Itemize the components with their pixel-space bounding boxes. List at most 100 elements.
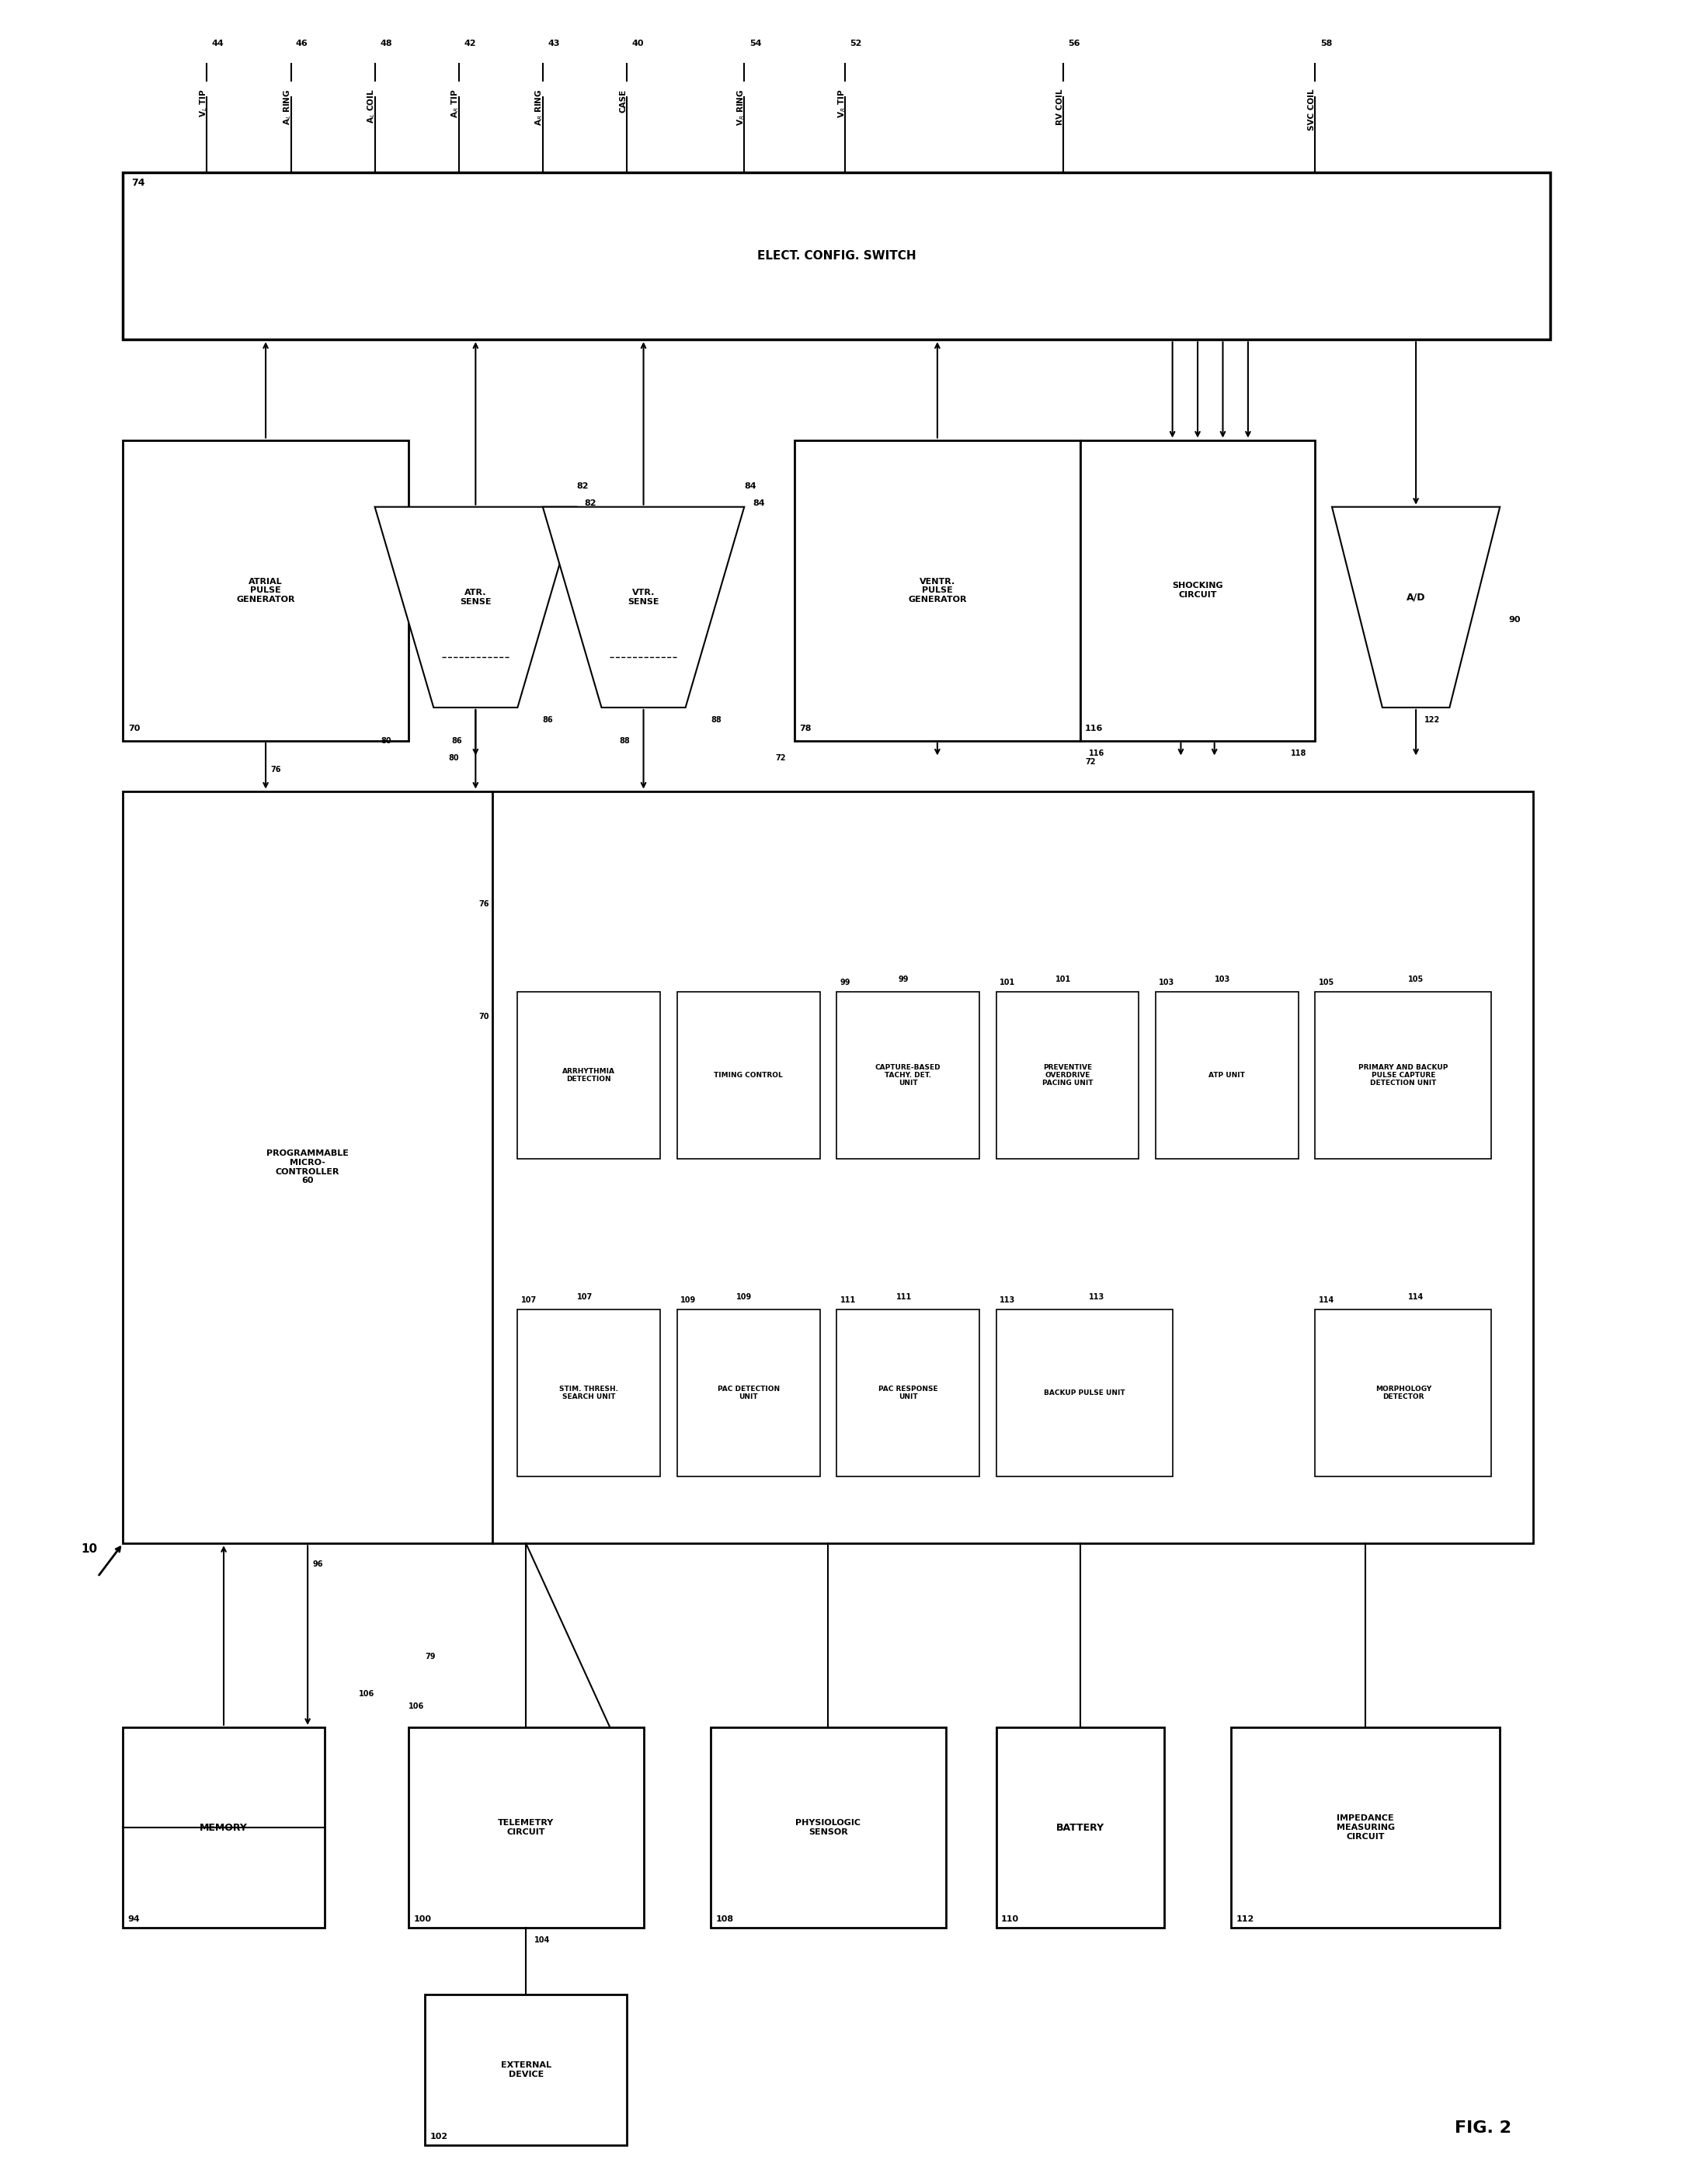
Text: 106: 106	[409, 1704, 424, 1710]
Text: 109: 109	[681, 1297, 696, 1304]
Text: 88: 88	[711, 716, 722, 723]
Text: 76: 76	[478, 900, 488, 909]
Text: 118: 118	[1291, 749, 1306, 758]
Text: MORPHOLOGY
DETECTOR: MORPHOLOGY DETECTOR	[1376, 1385, 1431, 1400]
Text: 76: 76	[270, 767, 281, 773]
FancyBboxPatch shape	[123, 439, 409, 740]
Text: 110: 110	[1000, 1915, 1019, 1922]
Text: 79: 79	[426, 1653, 436, 1660]
Text: 113: 113	[1088, 1293, 1105, 1302]
FancyBboxPatch shape	[517, 992, 661, 1160]
Text: IMPEDANCE
MEASURING
CIRCUIT: IMPEDANCE MEASURING CIRCUIT	[1337, 1815, 1394, 1841]
FancyBboxPatch shape	[678, 1310, 820, 1476]
Text: PHYSIOLOGIC
SENSOR: PHYSIOLOGIC SENSOR	[796, 1819, 860, 1837]
Text: 106: 106	[358, 1690, 375, 1697]
Text: 96: 96	[313, 1559, 323, 1568]
Text: 86: 86	[451, 736, 461, 745]
Text: TIMING CONTROL: TIMING CONTROL	[713, 1072, 782, 1079]
Text: 78: 78	[799, 725, 811, 732]
Text: 42: 42	[463, 39, 477, 48]
FancyBboxPatch shape	[426, 1994, 627, 2145]
Text: 40: 40	[632, 39, 644, 48]
Text: 82: 82	[585, 500, 597, 507]
Text: 99: 99	[840, 978, 850, 987]
Text: 113: 113	[999, 1297, 1016, 1304]
Text: ATP UNIT: ATP UNIT	[1208, 1072, 1246, 1079]
Text: 10: 10	[81, 1544, 98, 1555]
Text: FIG. 2: FIG. 2	[1455, 2121, 1511, 2136]
Text: STIM. THRESH.
SEARCH UNIT: STIM. THRESH. SEARCH UNIT	[559, 1385, 619, 1400]
Text: ARRHYTHMIA
DETECTION: ARRHYTHMIA DETECTION	[563, 1068, 615, 1083]
Text: PRIMARY AND BACKUP
PULSE CAPTURE
DETECTION UNIT: PRIMARY AND BACKUP PULSE CAPTURE DETECTI…	[1359, 1064, 1448, 1088]
Text: ATRIAL
PULSE
GENERATOR: ATRIAL PULSE GENERATOR	[237, 577, 296, 603]
Text: MEMORY: MEMORY	[199, 1821, 248, 1832]
Text: 48: 48	[380, 39, 392, 48]
Text: 94: 94	[128, 1915, 140, 1922]
FancyBboxPatch shape	[517, 1310, 661, 1476]
Text: ATR.
SENSE: ATR. SENSE	[460, 590, 492, 605]
Text: 84: 84	[744, 483, 757, 489]
FancyBboxPatch shape	[837, 1310, 979, 1476]
Text: 107: 107	[521, 1297, 537, 1304]
Text: 90: 90	[1507, 616, 1521, 625]
FancyBboxPatch shape	[837, 992, 979, 1160]
Text: A$_L$ COIL: A$_L$ COIL	[367, 90, 377, 124]
Text: 99: 99	[899, 976, 909, 983]
Text: 80: 80	[448, 753, 458, 762]
Text: 114: 114	[1408, 1293, 1423, 1302]
Text: 108: 108	[715, 1915, 733, 1922]
Text: 112: 112	[1237, 1915, 1254, 1922]
Text: 72: 72	[1085, 758, 1095, 764]
Text: 84: 84	[752, 500, 766, 507]
Text: 102: 102	[431, 2132, 448, 2140]
Text: EXTERNAL
DEVICE: EXTERNAL DEVICE	[500, 2062, 551, 2079]
Text: ELECT. CONFIG. SWITCH: ELECT. CONFIG. SWITCH	[757, 251, 916, 262]
FancyBboxPatch shape	[995, 1310, 1173, 1476]
Text: A$_R$ RING: A$_R$ RING	[534, 90, 544, 127]
FancyBboxPatch shape	[123, 791, 492, 1544]
Text: 116: 116	[1088, 749, 1104, 758]
FancyBboxPatch shape	[1315, 992, 1492, 1160]
Text: V$_R$ TIP: V$_R$ TIP	[837, 90, 847, 118]
Text: 103: 103	[1215, 976, 1230, 983]
Text: 54: 54	[749, 39, 760, 48]
FancyBboxPatch shape	[995, 992, 1139, 1160]
Text: 114: 114	[1318, 1297, 1335, 1304]
Text: CASE: CASE	[620, 90, 627, 111]
FancyBboxPatch shape	[995, 1728, 1164, 1928]
Text: 116: 116	[1085, 725, 1104, 732]
Text: A$_R$ TIP: A$_R$ TIP	[450, 90, 461, 118]
FancyBboxPatch shape	[711, 1728, 946, 1928]
Text: V$_L$ TIP: V$_L$ TIP	[198, 90, 210, 118]
Text: 111: 111	[896, 1293, 911, 1302]
Text: 101: 101	[999, 978, 1016, 987]
Text: 56: 56	[1068, 39, 1080, 48]
Text: PAC DETECTION
UNIT: PAC DETECTION UNIT	[717, 1385, 779, 1400]
Text: 74: 74	[132, 177, 145, 188]
Text: PAC RESPONSE
UNIT: PAC RESPONSE UNIT	[879, 1385, 938, 1400]
Polygon shape	[1332, 507, 1501, 708]
Text: 100: 100	[414, 1915, 431, 1922]
Text: 70: 70	[128, 725, 140, 732]
Text: SHOCKING
CIRCUIT: SHOCKING CIRCUIT	[1173, 583, 1224, 598]
FancyBboxPatch shape	[1080, 439, 1315, 740]
FancyBboxPatch shape	[123, 173, 1550, 341]
FancyBboxPatch shape	[678, 992, 820, 1160]
Text: 104: 104	[534, 1937, 549, 1944]
Text: CAPTURE-BASED
TACHY. DET.
UNIT: CAPTURE-BASED TACHY. DET. UNIT	[875, 1064, 941, 1088]
Text: 86: 86	[542, 716, 553, 723]
Text: PROGRAMMABLE
MICRO-
CONTROLLER
60: PROGRAMMABLE MICRO- CONTROLLER 60	[267, 1149, 348, 1184]
Text: 58: 58	[1320, 39, 1332, 48]
Text: 43: 43	[548, 39, 559, 48]
FancyBboxPatch shape	[1315, 1310, 1492, 1476]
Polygon shape	[542, 507, 744, 708]
Text: 122: 122	[1425, 716, 1440, 723]
Text: VTR.
SENSE: VTR. SENSE	[627, 590, 659, 605]
Text: SVC COIL: SVC COIL	[1308, 90, 1317, 131]
Text: V$_R$ RING: V$_R$ RING	[735, 90, 747, 127]
FancyBboxPatch shape	[1156, 992, 1298, 1160]
Text: VENTR.
PULSE
GENERATOR: VENTR. PULSE GENERATOR	[908, 577, 967, 603]
FancyBboxPatch shape	[409, 1728, 644, 1928]
Text: PREVENTIVE
OVERDRIVE
PACING UNIT: PREVENTIVE OVERDRIVE PACING UNIT	[1043, 1064, 1093, 1088]
Text: 111: 111	[840, 1297, 855, 1304]
